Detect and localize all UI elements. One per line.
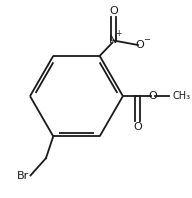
Text: CH₃: CH₃ xyxy=(172,91,190,101)
Text: O: O xyxy=(149,91,157,101)
Text: Br: Br xyxy=(17,171,30,181)
Text: −: − xyxy=(143,35,150,44)
Text: O: O xyxy=(133,122,142,132)
Text: +: + xyxy=(116,29,122,38)
Text: O: O xyxy=(109,6,118,16)
Text: O: O xyxy=(135,40,144,50)
Text: N: N xyxy=(109,34,118,45)
